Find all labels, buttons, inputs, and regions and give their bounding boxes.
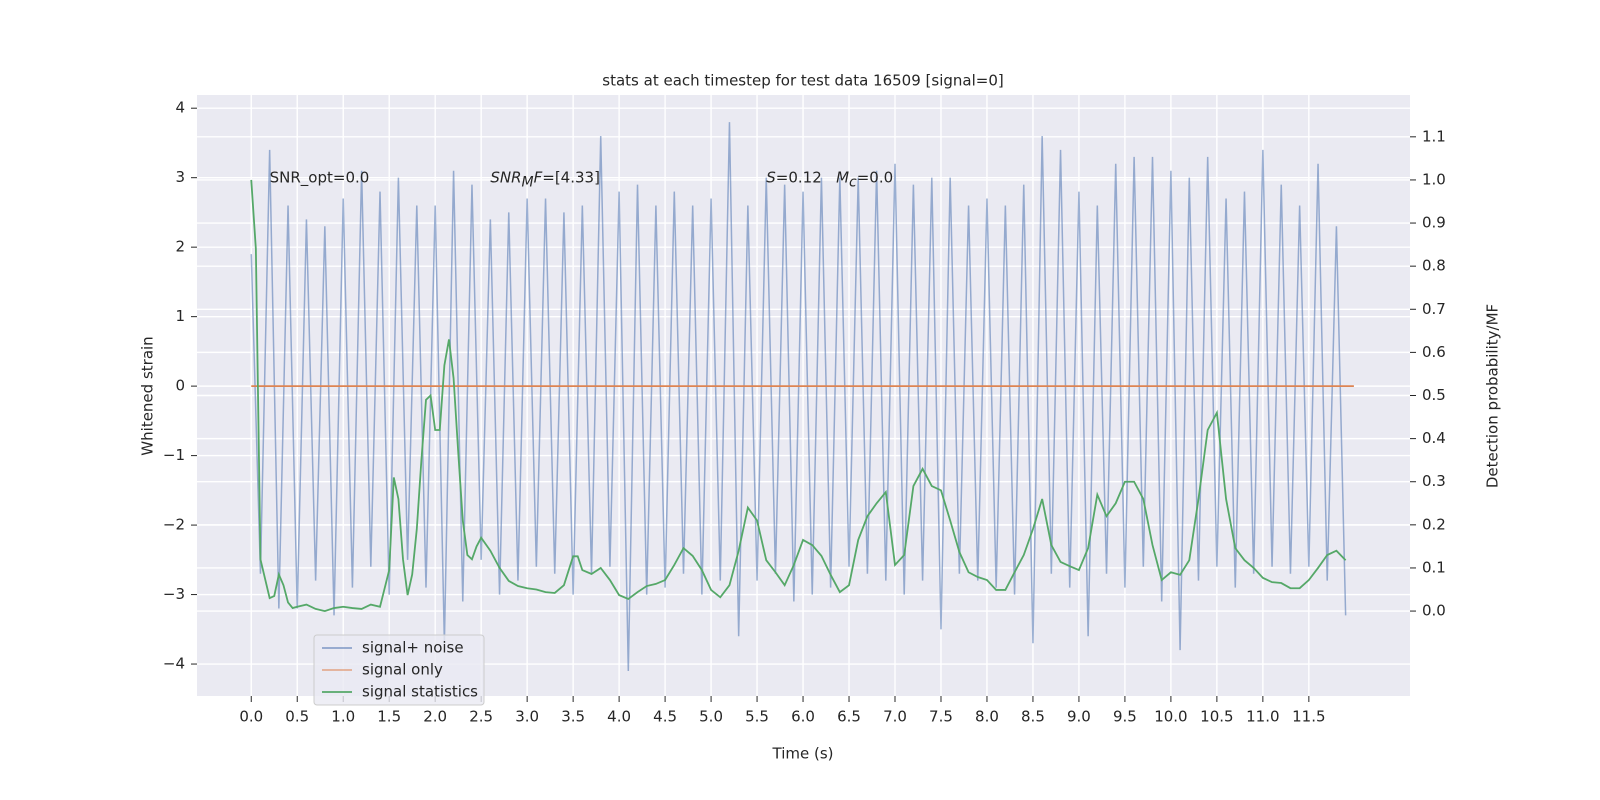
y2-tick-label: 0.7 bbox=[1422, 300, 1446, 318]
y2-axis-label: Detection probability/MF bbox=[1484, 304, 1502, 488]
y-tick-label: 4 bbox=[175, 99, 185, 117]
x-tick-label: 5.0 bbox=[699, 708, 723, 726]
annotation-part: M bbox=[836, 168, 849, 186]
y2-tick-label: 1.1 bbox=[1422, 127, 1446, 145]
annotation-part: S bbox=[766, 168, 776, 186]
x-tick-label: 0.5 bbox=[285, 708, 309, 726]
x-tick-label: 7.0 bbox=[883, 708, 907, 726]
y-axis-label: Whitened strain bbox=[139, 336, 157, 455]
annotation: S=0.12 Mc=0.0 bbox=[766, 168, 893, 191]
x-tick-label: 1.0 bbox=[331, 708, 355, 726]
y-tick-label: 3 bbox=[175, 168, 185, 186]
x-tick-label: 8.0 bbox=[975, 708, 999, 726]
annotation-part: =0.12 bbox=[776, 168, 836, 186]
y2-tick-label: 0.2 bbox=[1422, 515, 1446, 533]
annotation-part: SNR_opt=0.0 bbox=[270, 168, 370, 187]
y-tick-label: 2 bbox=[175, 238, 185, 256]
annotation-part: =[4.33] bbox=[542, 168, 600, 186]
annotation-part: SNR bbox=[490, 168, 521, 186]
x-tick-label: 5.5 bbox=[745, 708, 769, 726]
x-tick-label: 7.5 bbox=[929, 708, 953, 726]
annotation-part: c bbox=[849, 175, 857, 191]
y-tick-label: −4 bbox=[163, 655, 185, 673]
x-tick-label: 6.5 bbox=[837, 708, 861, 726]
x-tick-label: 2.0 bbox=[423, 708, 447, 726]
annotation: SNRMF=[4.33] bbox=[490, 168, 600, 191]
y2-tick-label: 0.0 bbox=[1422, 602, 1446, 620]
y-tick-label: −3 bbox=[163, 585, 185, 603]
x-tick-label: 3.0 bbox=[515, 708, 539, 726]
y2-tick-label: 0.6 bbox=[1422, 343, 1446, 361]
y-tick-label: −2 bbox=[163, 516, 185, 534]
x-tick-label: 8.5 bbox=[1021, 708, 1045, 726]
annotation-part: M bbox=[522, 175, 534, 191]
x-tick-label: 11.0 bbox=[1246, 708, 1279, 726]
x-tick-label: 9.0 bbox=[1067, 708, 1091, 726]
annotation: SNR_opt=0.0 bbox=[270, 168, 370, 187]
x-tick-label: 11.5 bbox=[1292, 708, 1325, 726]
y2-tick-label: 0.1 bbox=[1422, 558, 1446, 576]
y-tick-label: 1 bbox=[175, 307, 185, 325]
annotation-part: =0.0 bbox=[857, 168, 893, 186]
y2-tick-label: 0.8 bbox=[1422, 257, 1446, 275]
x-tick-label: 2.5 bbox=[469, 708, 493, 726]
x-tick-label: 4.0 bbox=[607, 708, 631, 726]
legend-box bbox=[313, 634, 485, 706]
legend-label: signal statistics bbox=[362, 683, 478, 701]
x-tick-label: 10.0 bbox=[1154, 708, 1187, 726]
x-tick-label: 9.5 bbox=[1113, 708, 1137, 726]
legend-label: signal+ noise bbox=[362, 639, 464, 657]
series-line bbox=[250, 122, 1347, 672]
chart-title: stats at each timestep for test data 165… bbox=[602, 72, 1003, 90]
annotation-part: F bbox=[534, 168, 543, 186]
x-tick-label: 4.5 bbox=[653, 708, 677, 726]
x-tick-label: 6.0 bbox=[791, 708, 815, 726]
x-axis-label: Time (s) bbox=[772, 745, 834, 763]
legend-label: signal only bbox=[362, 661, 443, 679]
y2-tick-label: 0.4 bbox=[1422, 429, 1446, 447]
y2-tick-label: 0.5 bbox=[1422, 386, 1446, 404]
x-tick-label: 3.5 bbox=[561, 708, 585, 726]
y2-tick-label: 0.9 bbox=[1422, 214, 1446, 232]
series-line bbox=[250, 179, 1347, 613]
x-tick-label: 0.0 bbox=[239, 708, 263, 726]
y-tick-label: 0 bbox=[175, 377, 185, 395]
x-tick-label: 1.5 bbox=[377, 708, 401, 726]
x-tick-label: 10.5 bbox=[1200, 708, 1233, 726]
y2-tick-label: 1.0 bbox=[1422, 170, 1446, 188]
y-tick-label: −1 bbox=[163, 446, 185, 464]
y2-tick-label: 0.3 bbox=[1422, 472, 1446, 490]
